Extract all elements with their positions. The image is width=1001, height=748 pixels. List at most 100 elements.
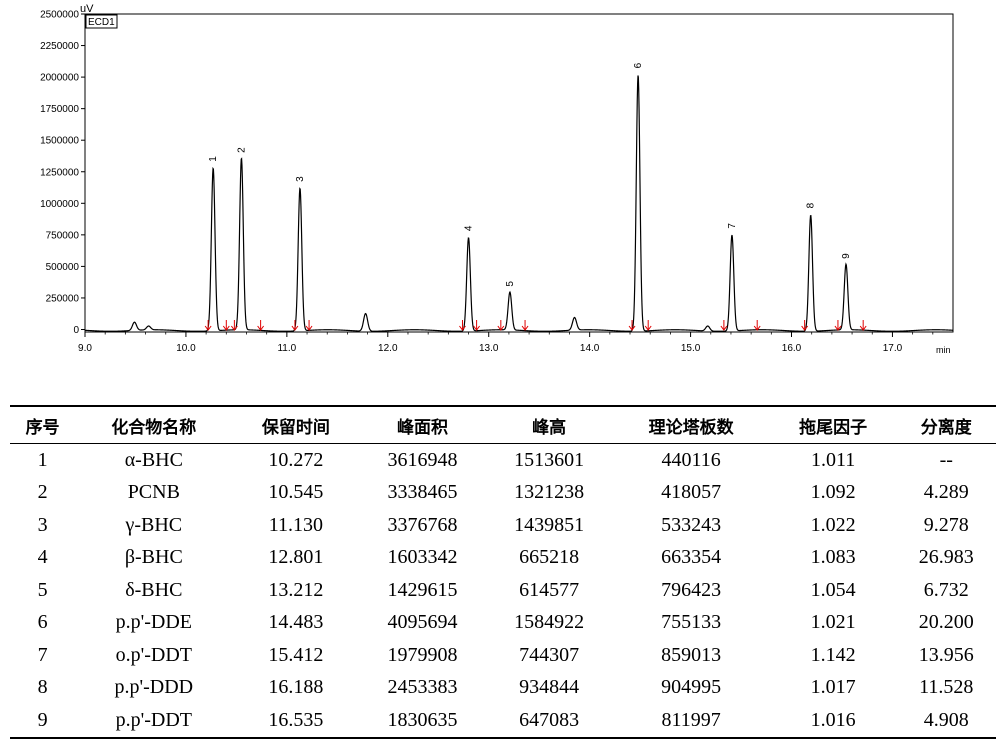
y-tick-label: 1500000 [40,136,79,147]
table-cell: 1.016 [769,704,897,739]
table-cell: 1.092 [810,481,856,504]
table-cell: 8 [37,676,48,699]
table-cell: 418057 [661,481,722,504]
x-tick-label: 15.0 [681,343,701,354]
table-cell: 16.188 [268,676,324,699]
peak-label: 2 [236,147,247,153]
results-table-wrap: 序号 化合物名称 保留时间 峰面积 峰高 理论塔板数 拖尾因子 分离度 1 α-BHC 10.27… [10,405,996,739]
table-cell: p.p'-DDD [114,676,194,699]
y-tick-label: 0 [73,325,79,336]
x-unit-label: min [936,345,951,355]
integration-mark [204,320,212,331]
header-cell-6: 拖尾因子 [769,405,897,444]
table-cell: 7 [37,643,48,666]
table-cell: 14.483 [268,611,324,634]
y-tick-label: 2500000 [40,10,79,21]
table-cell: 2 [37,481,48,504]
table-cell: 2453383 [387,676,458,699]
x-tick-label: 13.0 [479,343,499,354]
y-tick-label: 1750000 [40,104,79,115]
table-cell: 1429615 [387,578,458,601]
table-cell: 1979908 [387,643,458,666]
table-cell: 9.278 [923,513,969,536]
table-cell: 614577 [519,578,580,601]
table-cell: 1439851 [514,513,585,536]
x-tick-label: 11.0 [277,343,296,354]
table-cell: α-BHC [124,448,183,471]
peak-label: 5 [505,281,516,287]
table-row: 7 o.p'-DDT 15.412 1979908 744307 859013 1.142 1… [10,639,996,672]
table-cell: 11.528 [919,676,974,699]
table-cell: 533243 [661,513,722,536]
table-cell: 904995 [661,676,722,699]
header-cell-7: 分离度 [896,405,996,444]
y-tick-label: 1000000 [40,199,79,210]
table-cell: 811997 [612,704,770,739]
table-cell: 1321238 [514,481,585,504]
header-cell-1: 化合物名称 [75,405,233,444]
table-header-row: 序号 化合物名称 保留时间 峰面积 峰高 理论塔板数 拖尾因子 分离度 [10,405,996,444]
table-row: 6 p.p'-DDE 14.483 4095694 1584922 755133 1.021… [10,607,996,640]
table-cell: 13.212 [268,578,324,601]
table-cell: 1513601 [514,448,585,471]
table-row: 5 δ-BHC 13.212 1429615 614577 796423 1.054 6.73… [10,574,996,607]
x-tick-label: 12.0 [378,343,398,354]
table-row: 8 p.p'-DDD 16.188 2453383 934844 904995 1.017 1… [10,672,996,705]
signal-trace [84,75,954,332]
integration-mark [222,320,230,331]
x-tick-label: 10.0 [176,343,196,354]
integration-mark [473,320,481,331]
integration-mark [628,320,636,331]
integration-mark [459,320,466,331]
table-cell: 663354 [661,546,722,569]
table-cell: 440116 [661,448,721,471]
integration-mark [521,320,529,331]
table-cell: 755133 [661,611,722,634]
table-cell: o.p'-DDT [115,643,192,666]
table-row: 1 α-BHC 10.272 3616948 1513601 440116 1.011 -- [10,444,996,477]
header-cell-0: 序号 [10,405,76,444]
table-cell: 4.908 [896,704,996,739]
table-cell: 13.956 [918,643,974,666]
table-cell: γ-BHC [125,513,183,536]
integration-mark [834,320,842,331]
integration-mark [644,320,652,331]
table-cell: 1 [37,448,48,471]
table-cell: 9 [10,704,76,739]
integration-mark [230,320,238,331]
table-cell: 3376768 [387,513,458,536]
y-tick-label: 2000000 [40,73,79,84]
header-cell-4: 峰高 [485,405,613,444]
x-tick-label: 14.0 [580,343,600,354]
table-cell: 11.130 [268,513,323,536]
integration-mark [257,320,265,331]
table-cell: 1.083 [810,546,856,569]
table-row: 4 β-BHC 12.801 1603342 665218 663354 1.083 26.9… [10,542,996,575]
header-cell-2: 保留时间 [232,405,360,444]
table-cell: 647083 [485,704,613,739]
table-cell: 6.732 [923,578,969,601]
table-cell: 744307 [519,643,580,666]
table-cell: δ-BHC [125,578,183,601]
signal-label: ECD1 [88,17,115,28]
chromatogram-chart: 0 250000 500000 750000 1000000 1250000 1500000… [40,3,954,355]
table-cell: 3616948 [387,448,458,471]
peak-label: 1 [208,156,219,162]
table-cell: -- [939,448,953,471]
table-cell: 5 [37,578,48,601]
y-tick-label: 250000 [46,293,80,304]
table-cell: 10.545 [268,481,324,504]
table-cell: 1.142 [810,643,856,666]
table-cell: 16.535 [232,704,360,739]
table-cell: 665218 [519,546,580,569]
table-cell: 1.017 [810,676,856,699]
peak-label: 9 [841,253,852,259]
table-cell: 4095694 [387,611,458,634]
y-tick-label: 2250000 [40,41,79,52]
peak-label: 8 [806,202,817,208]
y-tick-label: 500000 [46,262,80,273]
integration-mark [753,320,761,331]
x-tick-label: 9.0 [78,343,92,354]
table-cell: 934844 [519,676,580,699]
table-cell: 6 [37,611,48,634]
